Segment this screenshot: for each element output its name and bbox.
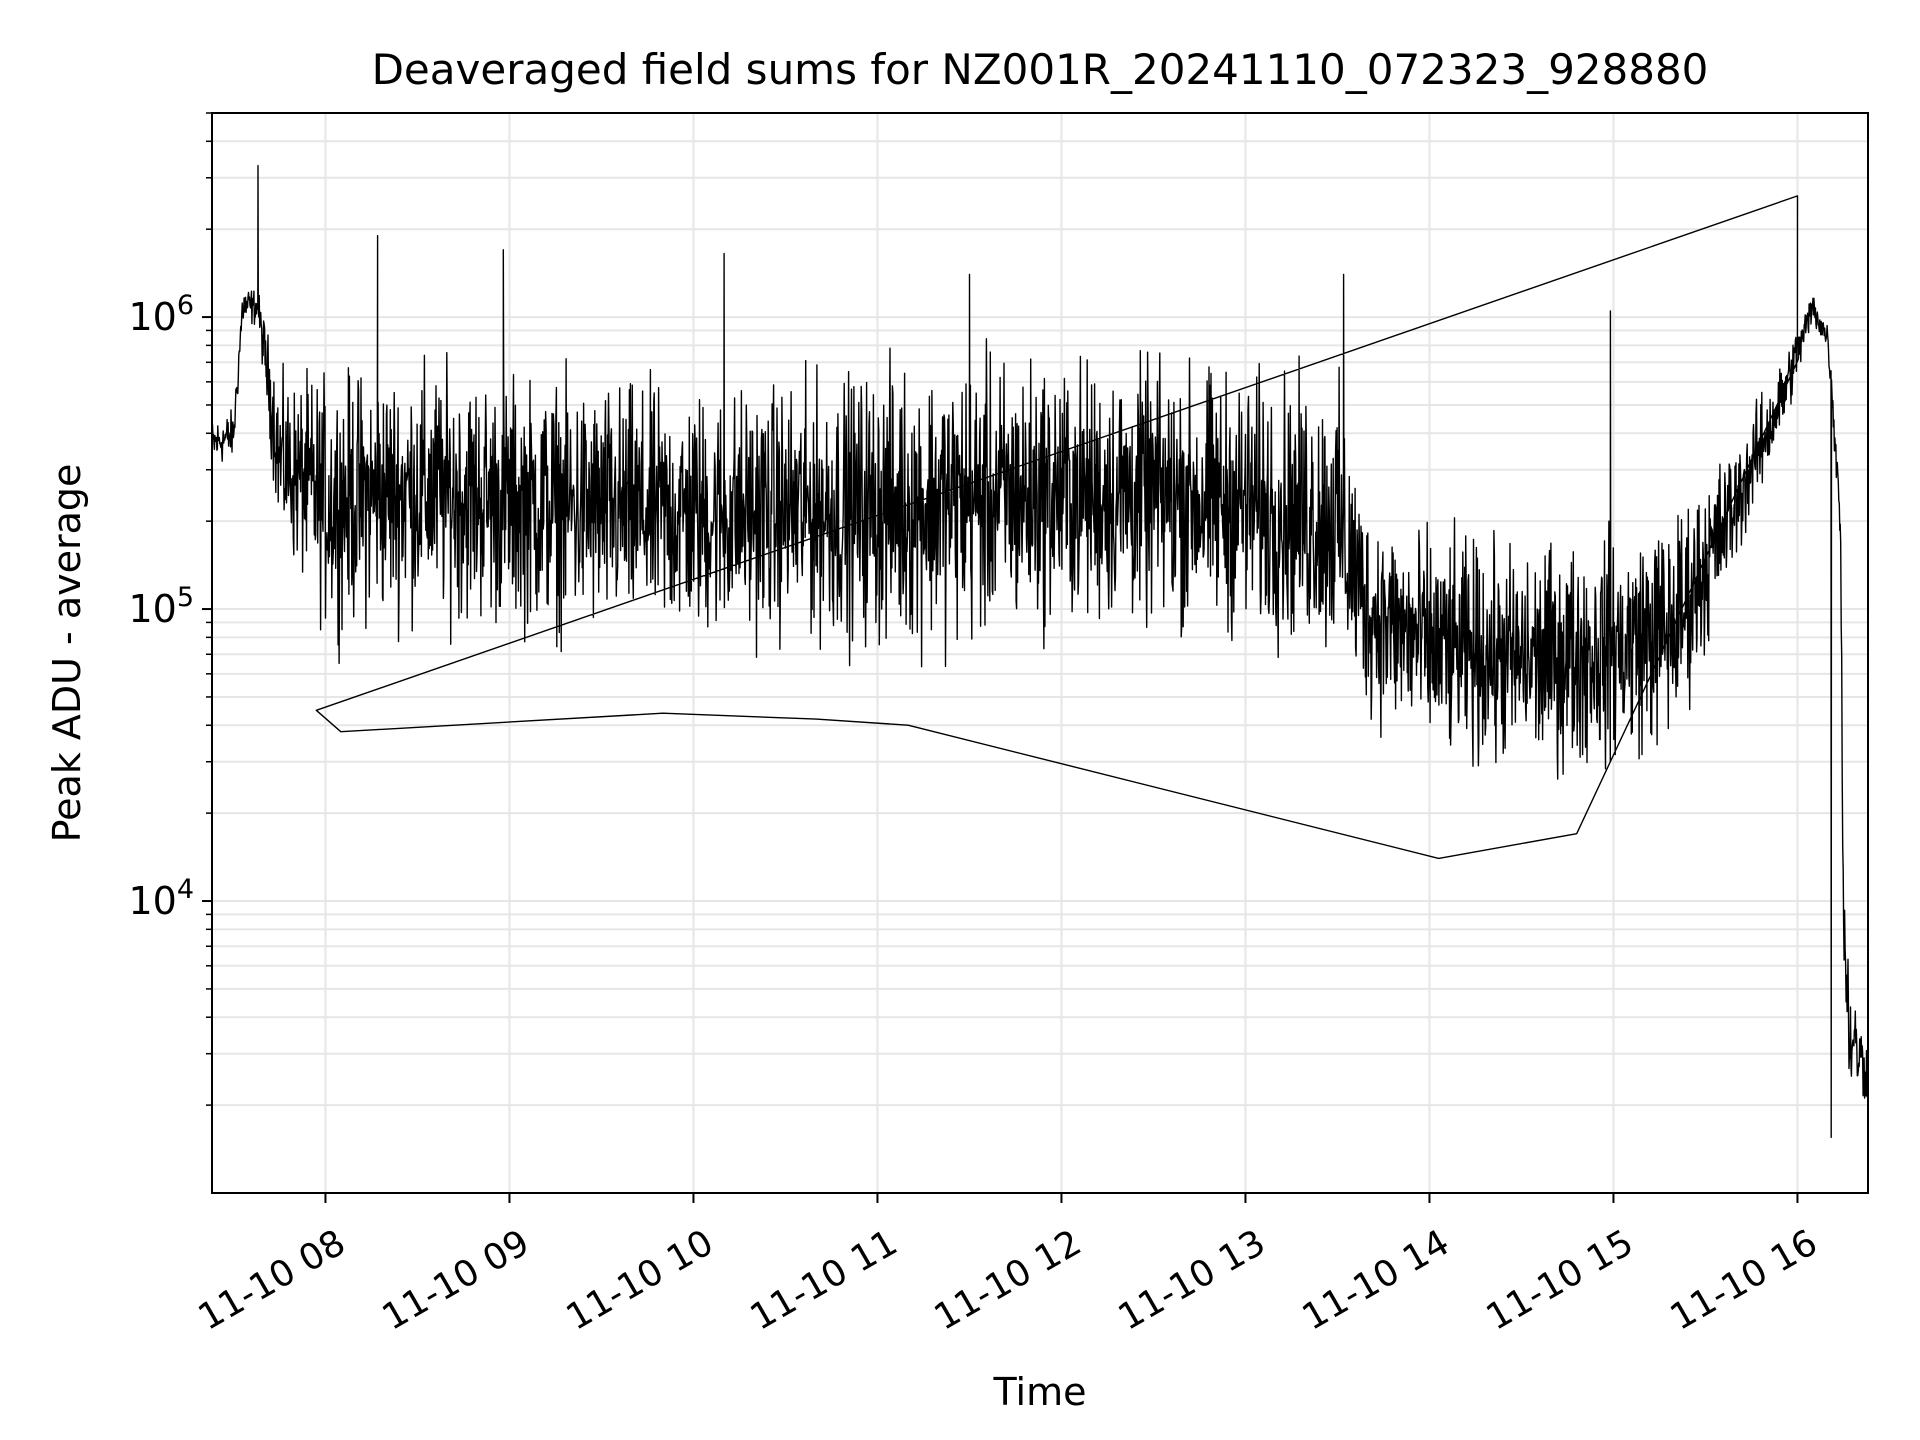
series [211, 165, 1869, 1139]
y-tick-label: 105 [128, 582, 194, 631]
y-tick-label: 106 [128, 290, 194, 339]
x-axis-label: Time [993, 1370, 1087, 1414]
y-tick-label: 104 [128, 874, 194, 923]
series-line [211, 165, 1869, 1139]
chart-title: Deaveraged field sums for NZ001R_2024111… [372, 45, 1709, 94]
plot-frame [211, 112, 1869, 1194]
y-axis-label: Peak ADU - average [45, 464, 89, 843]
y-axis: 104 105 106 [128, 112, 212, 1106]
